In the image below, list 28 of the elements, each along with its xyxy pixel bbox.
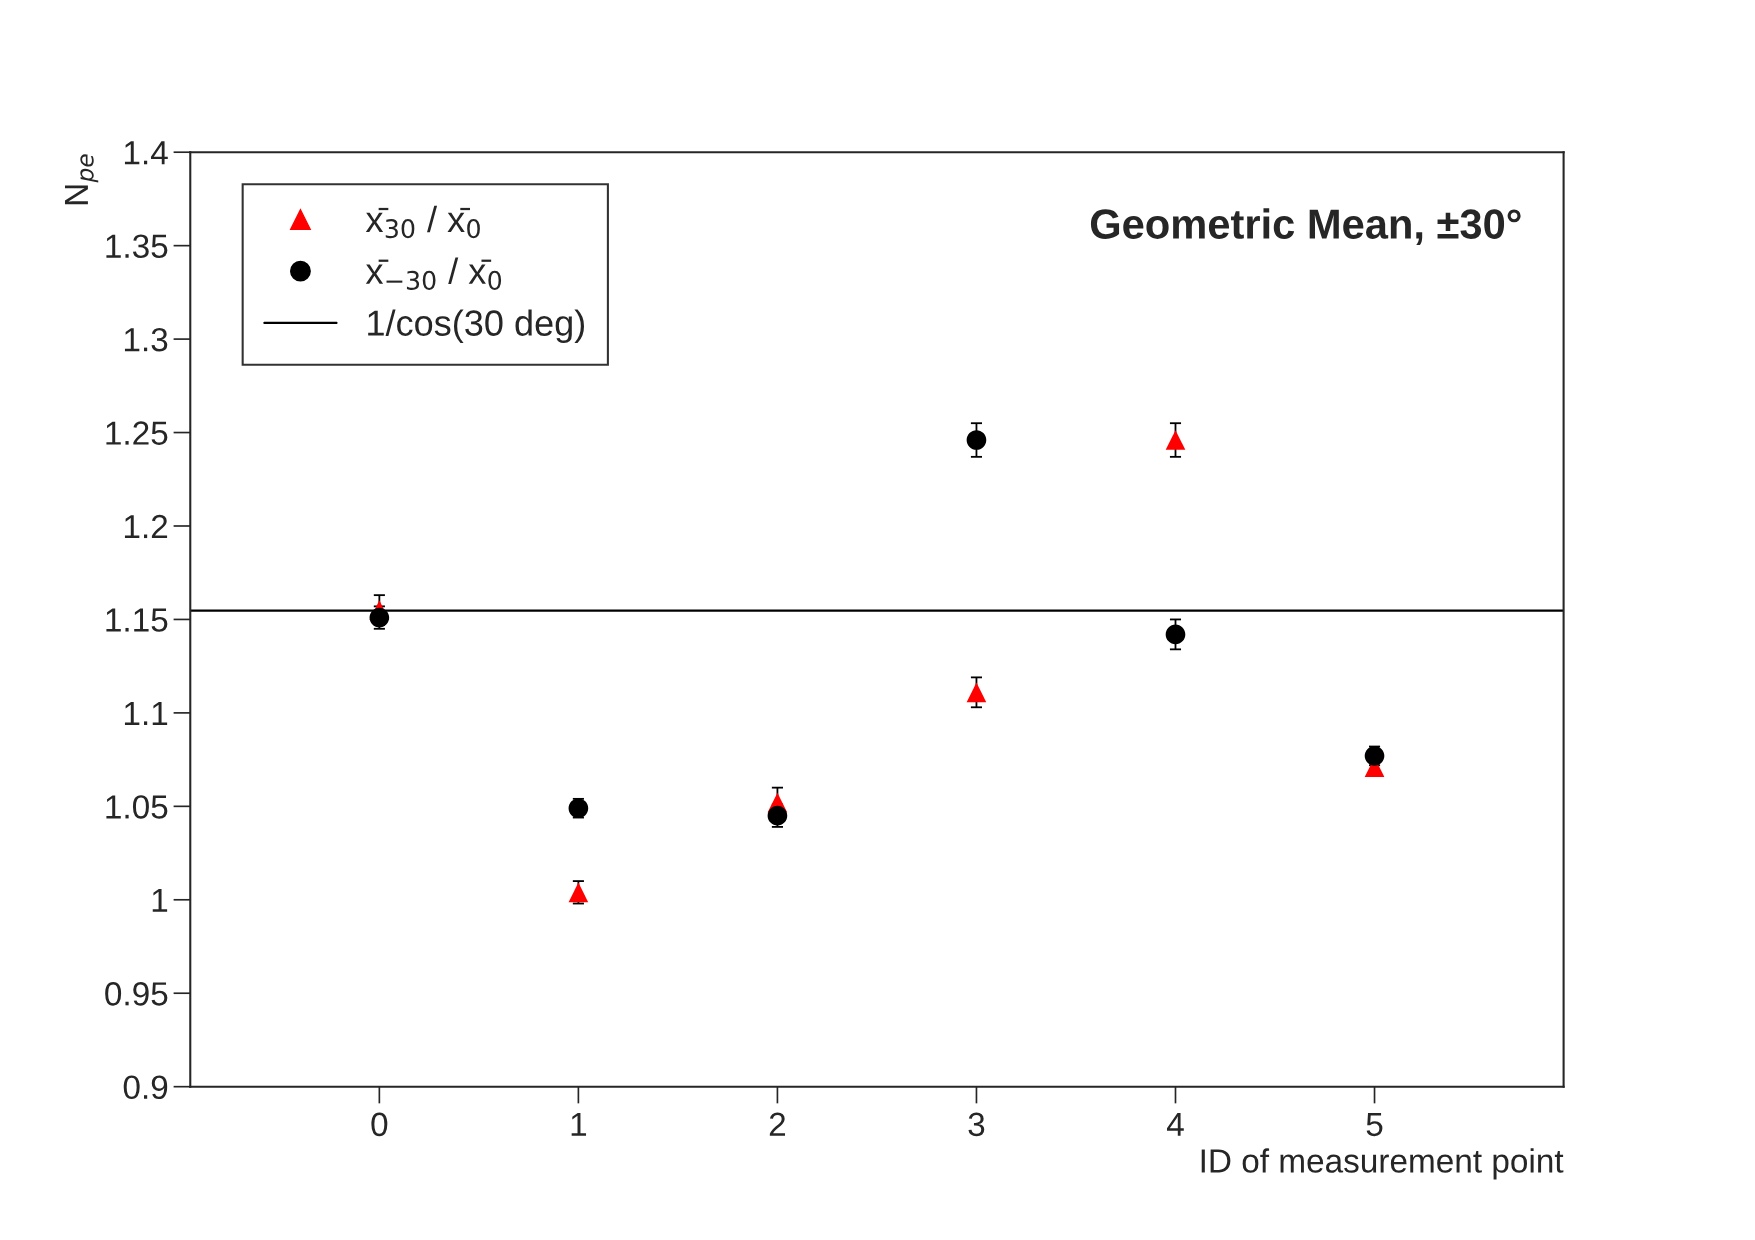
x-tick-label: 1 bbox=[571, 1112, 587, 1136]
x-tick-label: 4 bbox=[1166, 1112, 1184, 1136]
x-tick-label: 3 bbox=[968, 1112, 985, 1137]
y-axis-title: N$_{pe}$ bbox=[64, 154, 99, 205]
y-tick-label: 0.9 bbox=[123, 1075, 168, 1100]
x-tick-label: 0 bbox=[371, 1112, 388, 1137]
legend-label: 1/cos(30 deg) bbox=[368, 309, 585, 344]
legend-label: x̄$_{30}$ / x̄$_{0}$ bbox=[365, 205, 480, 239]
point bbox=[966, 682, 987, 703]
y-tick-label: 1.25 bbox=[106, 421, 168, 445]
y-tick-label: 1 bbox=[152, 888, 168, 912]
y-tick-label: 1.2 bbox=[124, 514, 168, 539]
x-tick-label: 2 bbox=[769, 1112, 786, 1136]
y-tick-label: 1.1 bbox=[124, 702, 168, 725]
y-tick-label: 1.05 bbox=[106, 795, 168, 819]
point bbox=[767, 805, 788, 826]
point bbox=[966, 430, 987, 450]
x-tick-label: 5 bbox=[1366, 1112, 1383, 1137]
y-tick-label: 1.35 bbox=[106, 234, 168, 259]
point bbox=[1165, 430, 1186, 450]
y-tick-label: 1.4 bbox=[124, 141, 168, 165]
y-tick-label: 1.3 bbox=[124, 327, 168, 352]
y-tick-label: 0.95 bbox=[105, 982, 168, 1006]
point bbox=[1165, 624, 1186, 645]
y-tick-label: 1.15 bbox=[106, 608, 168, 632]
legend-label: x̄$_{−30}$ / x̄$_{0}$ bbox=[365, 257, 502, 290]
x-axis-title: ID of measurement point bbox=[1201, 1148, 1564, 1180]
text: Geometric Mean, ±30° bbox=[1090, 208, 1521, 245]
